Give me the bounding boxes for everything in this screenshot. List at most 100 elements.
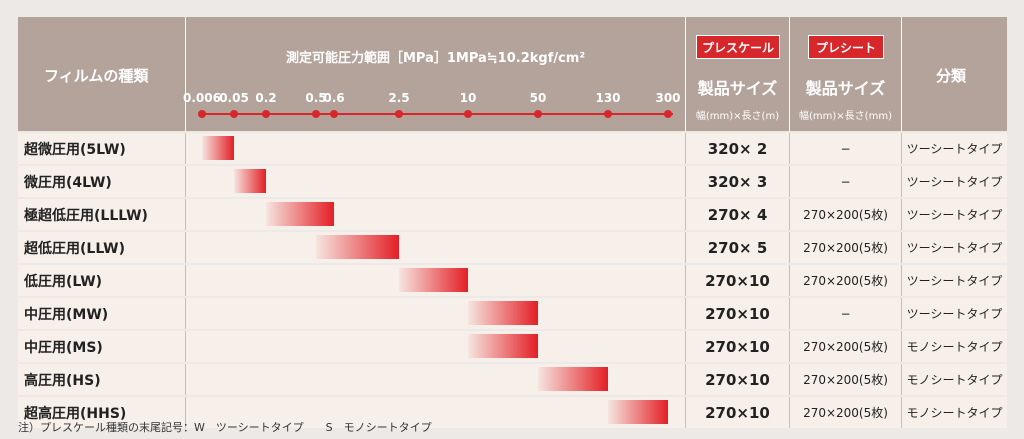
presheet-size: − xyxy=(790,133,902,164)
class-heading: 分類 xyxy=(936,67,967,85)
table-row: 微圧用(4LW) 320× 3− ツーシートタイプ xyxy=(18,166,1007,197)
pressure-tick-dot xyxy=(330,110,338,118)
film-type-heading: フィルムの種類 xyxy=(44,67,149,85)
presheet-header: プレシート 製品サイズ 幅(mm)×長さ(mm) xyxy=(790,17,902,131)
table-row: 中圧用(MW) 270×10− ツーシートタイプ xyxy=(18,298,1007,329)
pressure-tick-label: 130 xyxy=(595,91,621,105)
pressure-range-cell xyxy=(186,265,686,296)
pressure-range-bar xyxy=(316,235,399,259)
pressure-range-cell xyxy=(186,199,686,230)
pressure-range-bar xyxy=(608,400,668,424)
film-type: 極超低圧用(LLLW) xyxy=(18,199,186,230)
table-row: 高圧用(HS) 270×10 270×200(5枚) モノシートタイプ xyxy=(18,364,1007,395)
prescale-size: 270×10 xyxy=(686,331,790,362)
presheet-size: 270×200(5枚) xyxy=(790,199,902,230)
presheet-size: 270×200(5枚) xyxy=(790,397,902,428)
pressure-range-bar xyxy=(538,367,608,391)
film-type: 高圧用(HS) xyxy=(18,364,186,395)
presheet-size: 270×200(5枚) xyxy=(790,331,902,362)
film-type: 中圧用(MS) xyxy=(18,331,186,362)
prescale-size: 270× 4 xyxy=(686,199,790,230)
pressure-range-header: 測定可能圧力範囲［MPa］1MPa≒10.2kgf/cm² 0.006 0.05 0… xyxy=(183,17,686,131)
pressure-tick-label: 300 xyxy=(655,91,681,105)
sheet-type: ツーシートタイプ xyxy=(906,208,1003,222)
prescale-badge: プレスケール xyxy=(696,35,780,59)
sheet-type: ツーシートタイプ xyxy=(906,274,1003,288)
pressure-range-bar xyxy=(399,268,468,292)
pressure-tick-label: 0.2 xyxy=(255,91,277,105)
pressure-tick-dot xyxy=(262,110,270,118)
prescale-size: 270×10 xyxy=(686,364,790,395)
table-row: 超微圧用(5LW) 320× 2− ツーシートタイプ xyxy=(18,133,1007,164)
pressure-range-cell xyxy=(186,133,686,164)
prescale-size-heading: 製品サイズ xyxy=(697,79,778,98)
film-type: 超高圧用(HHS) xyxy=(18,397,186,428)
pressure-range-cell xyxy=(186,232,686,263)
sheet-type: ツーシートタイプ xyxy=(906,142,1003,156)
pressure-tick-dot xyxy=(534,110,542,118)
presheet-badge: プレシート xyxy=(808,35,884,59)
pressure-tick-label: 0.6 xyxy=(323,91,345,105)
presheet-size: − xyxy=(790,166,902,197)
sheet-type: モノシートタイプ xyxy=(906,406,1003,420)
footnote: 注）プレスケール種類の末尾記号：W ツーシートタイプ S モノシートタイプ xyxy=(18,421,432,434)
pressure-range-bar xyxy=(266,202,334,226)
pressure-range-cell xyxy=(186,331,686,362)
presheet-size-unit: 幅(mm)×長さ(mm) xyxy=(799,111,892,122)
prescale-size: 320× 3 xyxy=(686,166,790,197)
table-row: 中圧用(MS) 270×10 270×200(5枚) モノシートタイプ xyxy=(18,331,1007,362)
class-header: 分類 xyxy=(902,17,1007,131)
pressure-range-bar xyxy=(234,169,266,193)
pressure-tick-label: 0.05 xyxy=(219,91,249,105)
pressure-tick-label: 50 xyxy=(529,91,547,105)
pressure-tick-dot xyxy=(230,110,238,118)
table-header: フィルムの種類 測定可能圧力範囲［MPa］1MPa≒10.2kgf/cm² 0.… xyxy=(18,17,1007,131)
presheet-size: 270×200(5枚) xyxy=(790,265,902,296)
table-row: 極超低圧用(LLLW) 270× 4 270×200(5枚) ツーシートタイプ xyxy=(18,199,1007,230)
film-type: 超微圧用(5LW) xyxy=(18,133,186,164)
pressure-tick-dot xyxy=(312,110,320,118)
pressure-tick-label: 0.5 xyxy=(305,91,327,105)
pressure-tick-dot xyxy=(395,110,403,118)
sheet-type: ツーシートタイプ xyxy=(906,307,1003,321)
pressure-range-bar xyxy=(468,301,538,325)
pressure-tick-label: 0.006 xyxy=(183,91,221,105)
pressure-tick-dot xyxy=(198,110,206,118)
prescale-size: 270×10 xyxy=(686,265,790,296)
pressure-range-cell xyxy=(186,298,686,329)
table-body: 超微圧用(5LW) 320× 2− ツーシートタイプ 微圧用(4LW) 320× 3− ツ… xyxy=(18,133,1007,428)
prescale-header: プレスケール 製品サイズ 幅(mm)×長さ(m) xyxy=(686,17,790,131)
presheet-size: 270×200(5枚) xyxy=(790,364,902,395)
pressure-tick-dot xyxy=(664,110,672,118)
pressure-range-cell xyxy=(186,364,686,395)
prescale-size: 270× 5 xyxy=(686,232,790,263)
presheet-size: 270×200(5枚) xyxy=(790,232,902,263)
film-header-cell: フィルムの種類 xyxy=(18,17,186,131)
prescale-size-unit: 幅(mm)×長さ(m) xyxy=(695,111,780,122)
table-row: 超低圧用(LLW) 270× 5 270×200(5枚) ツーシートタイプ xyxy=(18,232,1007,263)
prescale-size: 320× 2 xyxy=(686,133,790,164)
sheet-type: ツーシートタイプ xyxy=(906,175,1003,189)
table-row: 低圧用(LW) 270×10 270×200(5枚) ツーシートタイプ xyxy=(18,265,1007,296)
presheet-size: − xyxy=(790,298,902,329)
pressure-film-table: フィルムの種類 測定可能圧力範囲［MPa］1MPa≒10.2kgf/cm² 0.… xyxy=(18,17,1007,428)
pressure-axis-line xyxy=(200,113,673,115)
film-type: 低圧用(LW) xyxy=(18,265,186,296)
pressure-range-bar xyxy=(468,334,538,358)
prescale-size: 270×10 xyxy=(686,397,790,428)
pressure-range-bar xyxy=(202,136,234,160)
sheet-type: モノシートタイプ xyxy=(906,373,1003,387)
film-type: 中圧用(MW) xyxy=(18,298,186,329)
sheet-type: モノシートタイプ xyxy=(906,340,1003,354)
pressure-range-title: 測定可能圧力範囲［MPa］1MPa≒10.2kgf/cm² xyxy=(285,51,586,66)
pressure-range-cell xyxy=(186,166,686,197)
pressure-tick-label: 10 xyxy=(459,91,477,105)
pressure-tick-dot xyxy=(604,110,612,118)
prescale-size: 270×10 xyxy=(686,298,790,329)
sheet-type: ツーシートタイプ xyxy=(906,241,1003,255)
film-type: 超低圧用(LLW) xyxy=(18,232,186,263)
film-type: 微圧用(4LW) xyxy=(18,166,186,197)
pressure-tick-label: 2.5 xyxy=(388,91,410,105)
pressure-tick-dot xyxy=(464,110,472,118)
presheet-size-heading: 製品サイズ xyxy=(805,79,886,98)
